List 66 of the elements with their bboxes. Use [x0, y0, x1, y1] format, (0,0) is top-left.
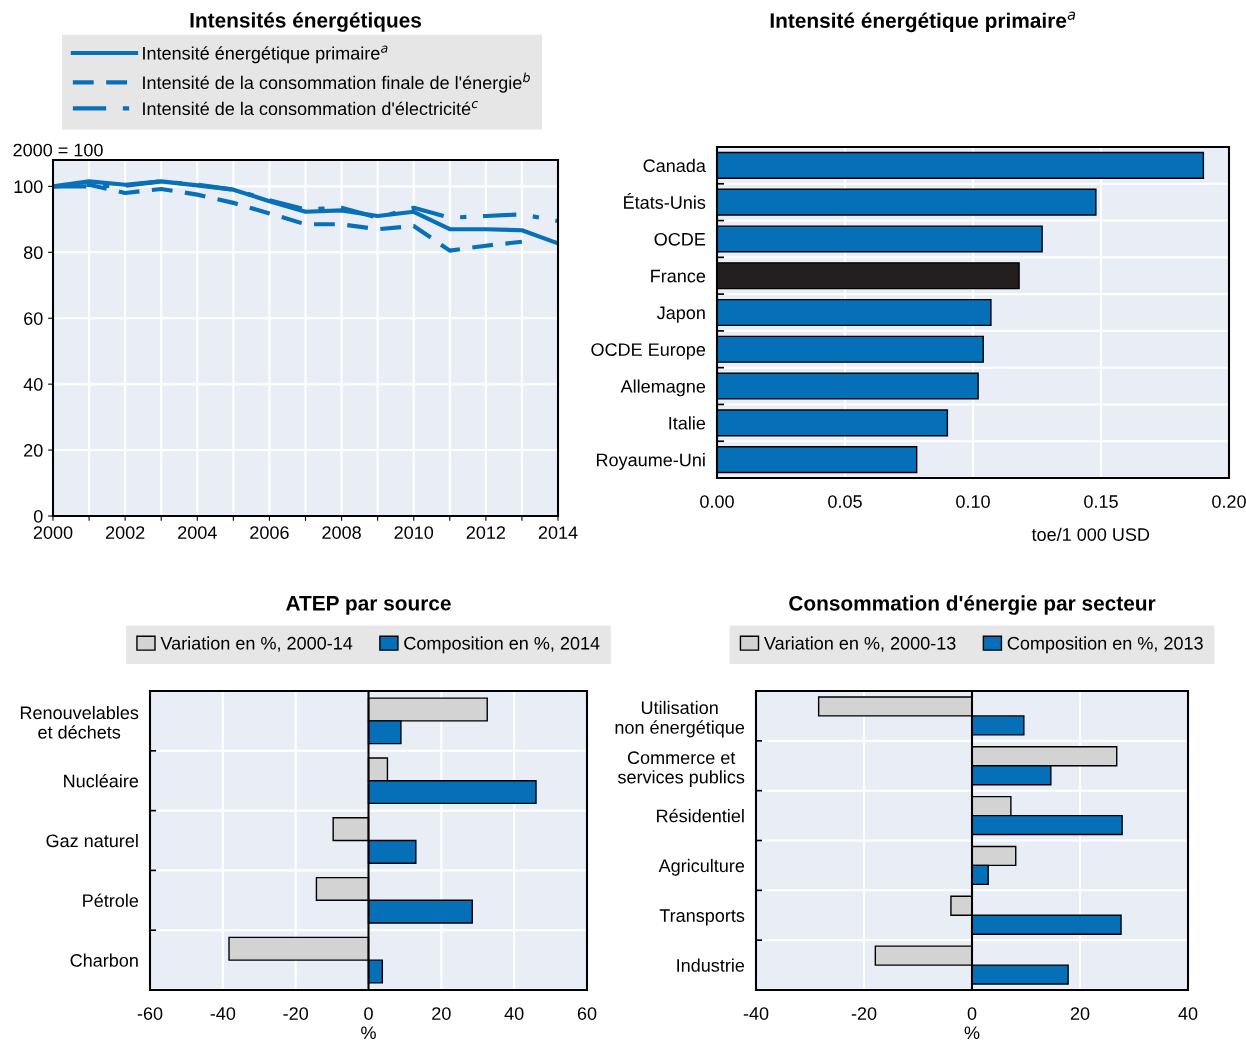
- x-tick-label: 0: [967, 1007, 977, 1020]
- x-tick-label: 2008: [322, 526, 361, 539]
- y-tick-label: Japon: [656, 306, 705, 323]
- x-tick-label: 40: [504, 1007, 524, 1020]
- x-tick-label: -20: [283, 1007, 309, 1020]
- y-tick-label: Utilisation non énergétique: [615, 700, 745, 738]
- x-tick-label: 0: [364, 1007, 373, 1020]
- y-tick-label: Italie: [669, 416, 706, 430]
- y-tick-label: France: [651, 269, 706, 283]
- x-tick-label: 0.10: [956, 495, 990, 508]
- legend-label: Intensité énergétique primaire$^{a}$: [143, 45, 388, 64]
- y-tick-label: Résidentiel: [657, 808, 744, 823]
- y-tick-label: 20: [24, 444, 43, 457]
- y-tick-label: Royaume-Uni: [597, 453, 705, 470]
- x-tick-label: 40: [1178, 1007, 1198, 1020]
- chart-title: Intensité énergétique primaire$^{a}$: [770, 11, 1076, 33]
- x-tick-label: 0.05: [828, 495, 862, 508]
- x-axis-title: toe/1 000 USD: [1031, 527, 1150, 541]
- y-tick-label: Gaz naturel: [46, 833, 138, 848]
- y-tick-label: 40: [23, 378, 43, 391]
- x-tick-label: -60: [137, 1007, 163, 1020]
- x-tick-label: 2010: [394, 526, 434, 539]
- y-tick-label: États-Unis: [624, 193, 706, 209]
- chart-title: Consommation d'énergie par secteur: [789, 595, 1156, 615]
- legend-label: Intensité de la consommation finale de l'énergie$^{b}$: [143, 72, 530, 93]
- legend-label: Variation en %, 2000-14: [160, 636, 353, 652]
- y-tick-label: Canada: [643, 158, 706, 173]
- legend-label: Intensité de la consommation d'électricité$^{c}$: [143, 100, 479, 116]
- y-tick-label: 100: [14, 180, 43, 194]
- x-tick-label: -40: [210, 1007, 236, 1020]
- y-tick-label: Nucléaire: [64, 773, 139, 788]
- y-axis-title: 2000 = 100: [13, 143, 103, 157]
- x-axis-title: %: [361, 1026, 376, 1040]
- y-tick-label: Transports: [659, 909, 745, 926]
- y-tick-label: 0: [33, 509, 43, 523]
- y-tick-label: OCDE: [654, 232, 706, 246]
- x-tick-label: 2004: [178, 526, 217, 539]
- y-tick-label: Industrie: [677, 958, 745, 972]
- x-axis-title: %: [964, 1026, 980, 1040]
- x-tick-label: 20: [432, 1007, 451, 1020]
- y-tick-label: Pétrole: [83, 893, 139, 908]
- chart-title: Intensités énergétiques: [190, 12, 422, 32]
- x-tick-label: -40: [743, 1007, 769, 1020]
- x-tick-label: 60: [577, 1007, 597, 1020]
- y-tick-label: Agriculture: [658, 858, 745, 876]
- x-tick-label: 2014: [538, 526, 578, 539]
- x-tick-label: 2002: [105, 526, 145, 539]
- legend-label: Variation en %, 2000-13: [763, 636, 956, 652]
- y-tick-label: 60: [24, 312, 43, 325]
- y-tick-label: Renouvelables et déchets: [20, 705, 139, 739]
- x-tick-label: 2000: [33, 526, 73, 539]
- x-tick-label: 0.00: [700, 495, 734, 508]
- y-tick-label: Commerce et services publics: [617, 751, 745, 788]
- x-tick-label: -20: [851, 1007, 877, 1020]
- chart-title: ATEP par source: [286, 596, 451, 615]
- y-tick-label: 80: [23, 246, 43, 260]
- x-tick-label: 0.20: [1212, 495, 1246, 508]
- y-tick-label: Allemagne: [620, 379, 706, 397]
- x-tick-label: 20: [1070, 1007, 1090, 1020]
- legend-label: Composition en %, 2014: [404, 636, 600, 654]
- x-tick-label: 2012: [466, 526, 506, 539]
- legend-label: Composition en %, 2013: [1007, 636, 1203, 654]
- x-tick-label: 2006: [250, 526, 289, 539]
- y-tick-label: Charbon: [70, 953, 138, 967]
- x-tick-label: 0.15: [1084, 495, 1118, 508]
- y-tick-label: OCDE Europe: [591, 343, 706, 360]
